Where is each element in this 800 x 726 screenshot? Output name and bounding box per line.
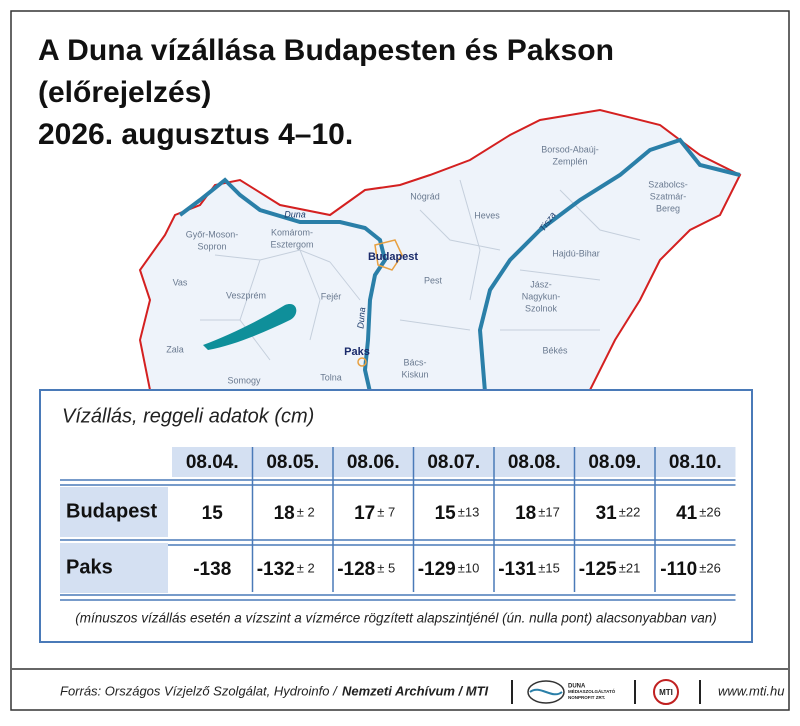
county-lines: [200, 179, 641, 361]
cell-error: ±22: [619, 504, 641, 519]
map-label: Kiskun: [401, 369, 428, 379]
column-header: 08.09.: [588, 452, 641, 473]
map-label: Jász-: [530, 279, 552, 289]
header-row: [172, 447, 736, 477]
map-label: Budapest: [368, 251, 418, 263]
column-header: 08.07.: [427, 452, 480, 473]
map-label: Szatmár-: [650, 191, 687, 201]
map-label: Szolnok: [525, 303, 558, 313]
map-label: Duna: [284, 209, 306, 219]
duna-logo: [527, 680, 565, 704]
map-label: Zemplén: [552, 156, 587, 166]
cell-value: 15: [202, 503, 224, 524]
cell-value: -132: [257, 559, 295, 580]
danube: [178, 177, 388, 393]
cell-value: -128: [337, 559, 375, 580]
row-header-cell: [60, 487, 168, 537]
map-label: Sopron: [197, 241, 226, 251]
column-header: 08.06.: [347, 452, 400, 473]
cell-error: ±10: [458, 560, 480, 575]
cell-value: -125: [579, 559, 617, 580]
logo-line: NONPROFIT ZRT.: [568, 695, 605, 700]
map-label: Nógrád: [410, 191, 440, 201]
map: Duna Győr-Moson- Sopron Komárom- Esztergom Nó…: [138, 108, 742, 393]
row-header: Paks: [66, 556, 113, 578]
cell-value: -129: [418, 559, 456, 580]
column-header: 08.05.: [266, 452, 319, 473]
map-label: Borsod-Abaúj-: [541, 144, 599, 154]
cell-error: ±17: [538, 504, 560, 519]
cell-value: -110: [660, 559, 697, 580]
cell-error: ±15: [538, 560, 560, 575]
cell-error: ± 2: [297, 560, 315, 575]
title-line: A Duna vízállása Budapesten és Pakson: [38, 34, 614, 67]
title-line: 2026. augusztus 4–10.: [38, 118, 353, 151]
mti-logo-text: MTI: [659, 688, 673, 697]
column-header: 08.04.: [186, 452, 239, 473]
cell-error: ±26: [699, 504, 721, 519]
map-label: Zala: [166, 344, 184, 354]
column-header: 08.08.: [508, 452, 561, 473]
map-label: Bács-: [403, 357, 426, 367]
cell-value: -138: [193, 559, 231, 580]
map-label: Tolna: [320, 372, 342, 382]
map-label: Somogy: [227, 375, 261, 385]
map-label: Fejér: [321, 291, 342, 301]
cell-error: ± 2: [297, 504, 315, 519]
footer-credit: Nemzeti Archívum / MTI: [342, 683, 489, 698]
map-label: Bereg: [656, 203, 680, 213]
map-label: Esztergom: [270, 239, 313, 249]
cell-error: ±21: [619, 560, 641, 575]
map-label: Komárom-: [271, 227, 313, 237]
column-header: 08.10.: [669, 452, 722, 473]
cell-value: 15: [435, 503, 457, 524]
logo-line: DUNA: [568, 684, 586, 690]
cell-value: 18: [515, 503, 536, 524]
budapest-area: [374, 239, 403, 271]
cell-error: ± 5: [377, 560, 395, 575]
cell-value: 31: [596, 503, 618, 524]
map-label: Vas: [173, 277, 188, 287]
map-label: Heves: [474, 210, 500, 220]
row-header-cell: [60, 543, 168, 593]
footer-source: Forrás: Országos Vízjelző Szolgálat, Hyd…: [60, 683, 338, 698]
map-label: Győr-Moson-: [186, 229, 239, 239]
map-label: Paks: [344, 346, 370, 358]
paks-marker: [357, 357, 367, 367]
title: A Duna vízállása Budapesten és Pakson (el…: [38, 34, 614, 151]
tisza: [477, 137, 741, 393]
title-line: (előrejelzés): [38, 76, 211, 109]
logo-line: MÉDIASZOLGÁLTATÓ: [568, 687, 616, 694]
cell-value: 41: [676, 503, 698, 524]
map-label: Nagykun-: [522, 291, 561, 301]
table-subtitle: Vízállás, reggeli adatok (cm): [62, 405, 314, 427]
cell-value: -131: [498, 559, 536, 580]
cell-value: 17: [354, 503, 375, 524]
mti-logo: [653, 679, 679, 705]
cell-error: ±26: [699, 560, 721, 575]
map-label: Pest: [424, 275, 443, 285]
cell-error: ± 7: [377, 504, 395, 519]
map-label: Szabolcs-: [648, 179, 688, 189]
footer-url: www.mti.hu: [718, 683, 784, 698]
row-header: Budapest: [66, 500, 157, 522]
map-label: Békés: [542, 345, 568, 355]
map-label: Hajdú-Bihar: [552, 248, 600, 258]
footnote: (mínuszos vízállás esetén a vízszint a v…: [75, 611, 717, 626]
table: 08.04. 08.05. 08.06. 08.07. 08.08. 08.09. 08.1…: [60, 447, 736, 601]
cell-error: ±13: [458, 504, 480, 519]
lake-balaton: [203, 303, 297, 350]
map-label: Veszprém: [226, 290, 266, 300]
cell-value: 18: [274, 503, 295, 524]
duna-logo-wave: [529, 688, 563, 696]
map-label: Duna: [355, 307, 367, 329]
